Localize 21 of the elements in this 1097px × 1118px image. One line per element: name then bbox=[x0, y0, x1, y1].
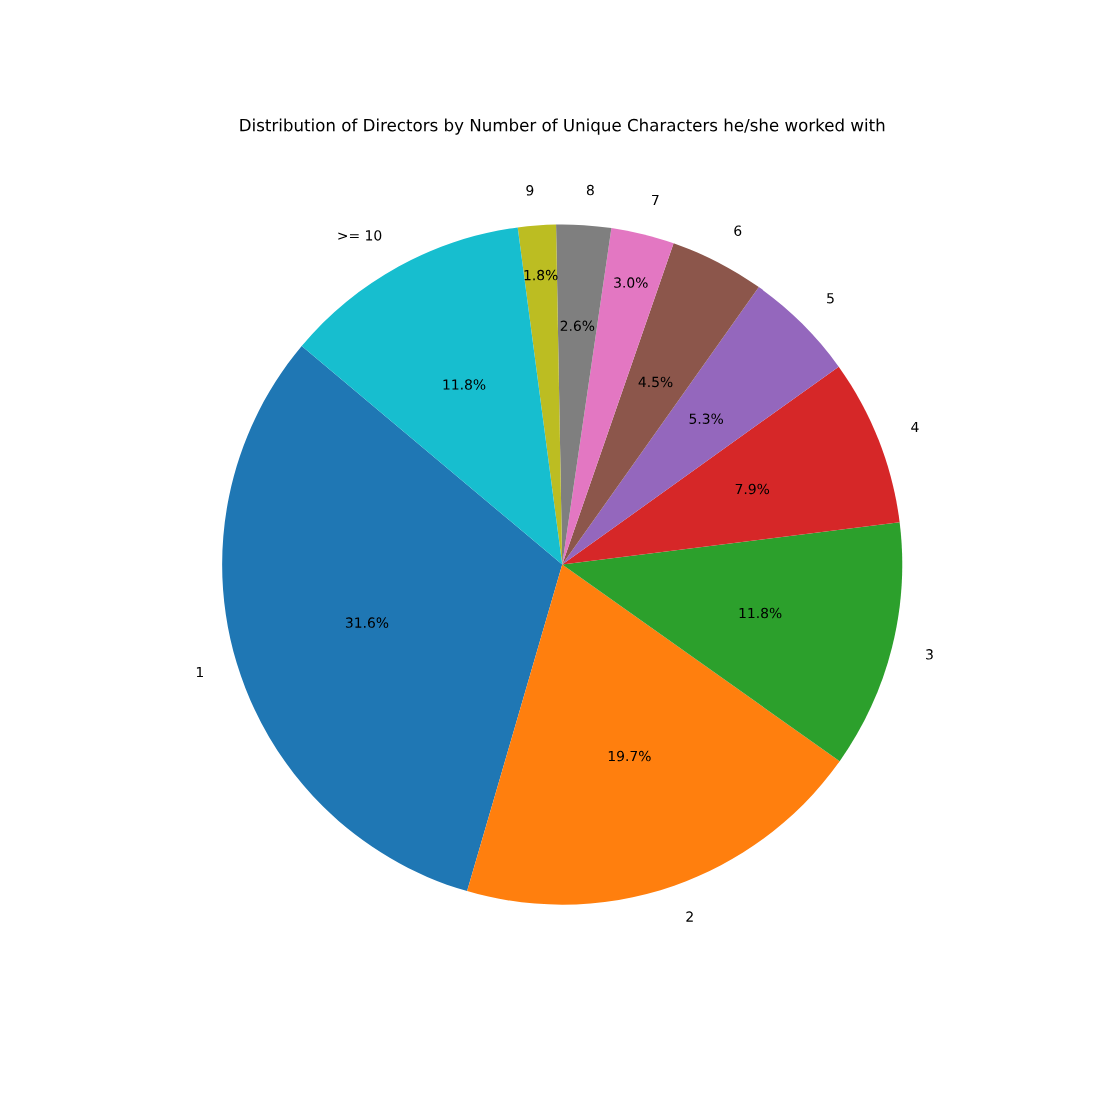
slice-label: 7 bbox=[652, 194, 659, 206]
slice-label: 1 bbox=[196, 666, 203, 678]
data-label: 11.8% bbox=[739, 607, 782, 619]
data-label: 19.7% bbox=[608, 750, 651, 762]
slice-label: 2 bbox=[686, 911, 693, 922]
data-label: 11.8% bbox=[443, 379, 486, 390]
slice-label: 9 bbox=[526, 185, 534, 196]
data-label: 3.0% bbox=[614, 277, 648, 288]
data-label: 5.3% bbox=[689, 413, 724, 424]
data-label: 7.9% bbox=[735, 483, 770, 495]
slice-label: 4 bbox=[911, 421, 919, 433]
slice-label: 6 bbox=[734, 225, 742, 236]
slice-label: 8 bbox=[586, 184, 594, 196]
data-label: 1.8% bbox=[524, 269, 558, 281]
data-label: 4.5% bbox=[638, 376, 673, 388]
chart-title: Distribution of Directors by Number of Unique Characters he/she worked with bbox=[240, 118, 885, 135]
data-label: 2.6% bbox=[560, 320, 595, 332]
slice-label: 5 bbox=[827, 293, 834, 304]
slice-label: >= 10 bbox=[338, 230, 382, 241]
slice-label: 3 bbox=[926, 649, 933, 660]
data-label: 31.6% bbox=[345, 617, 389, 628]
